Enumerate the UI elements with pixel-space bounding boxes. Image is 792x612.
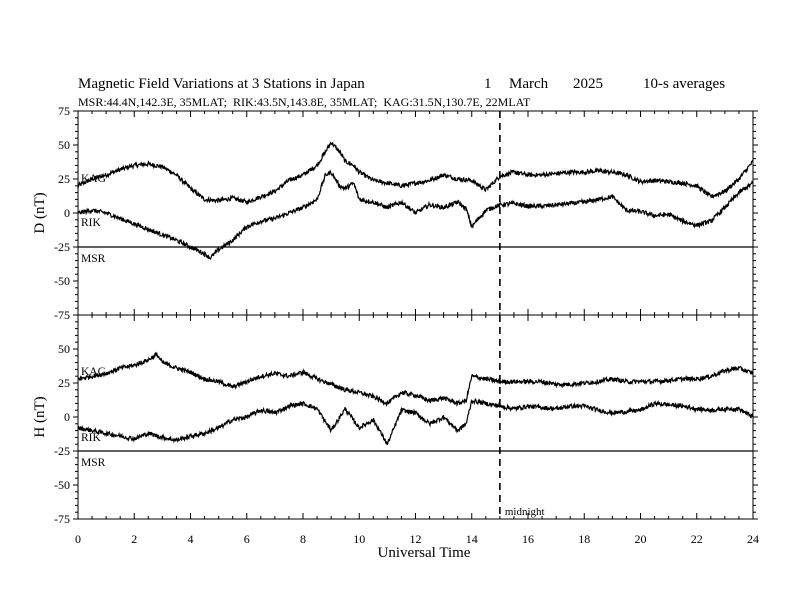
x-tick-label: 22 [691, 532, 703, 546]
date-month: March [509, 76, 549, 92]
series-kag [77, 141, 754, 205]
y-tick-label: 0 [64, 206, 70, 220]
y-tick-label: 75 [58, 104, 70, 118]
y-axis-label: H (nT) [32, 396, 48, 437]
y-tick-label: 25 [58, 172, 70, 186]
x-tick-label: 18 [578, 532, 590, 546]
x-tick-label: 10 [353, 532, 365, 546]
y-tick-label: -25 [54, 444, 70, 458]
x-tick-label: 0 [75, 532, 81, 546]
series-label-rik: RIK [81, 217, 102, 229]
x-axis-label: Universal Time [378, 545, 471, 561]
date-year: 2025 [573, 76, 603, 92]
x-tick-label: 20 [635, 532, 647, 546]
stations-subtitle: MSR:44.4N,142.3E, 35MLAT; RIK:43.5N,143.… [78, 95, 531, 109]
y-tick-label: -50 [54, 274, 70, 288]
x-tick-label: 12 [410, 532, 422, 546]
series-label-kag: KAG [81, 366, 106, 378]
series-label-rik: RIK [81, 432, 102, 444]
y-tick-label: -25 [54, 240, 70, 254]
y-tick-label: 50 [58, 342, 70, 356]
x-tick-label: 8 [300, 532, 306, 546]
x-tick-label: 24 [747, 532, 759, 546]
series-label-msr: MSR [81, 253, 106, 265]
x-tick-label: 14 [466, 532, 478, 546]
x-tick-label: 2 [131, 532, 137, 546]
panel-h: 50 25 0 -25 -50 -75 H (nT) KAG RIK MSR [32, 314, 758, 526]
panel-d: 75 50 25 0 -25 -50 -75 D (nT) KAG RIK MSR [32, 104, 758, 322]
x-tick-label: 4 [188, 532, 194, 546]
y-tick-label: -50 [54, 478, 70, 492]
series-kag [77, 351, 754, 408]
x-tick-label: 16 [522, 532, 534, 546]
y-tick-label: 25 [58, 376, 70, 390]
x-tick-label: 6 [244, 532, 250, 546]
plot-area: 75 50 25 0 -25 -50 -75 D (nT) KAG RIK MSR 50 25 0 -25 -… [32, 104, 759, 546]
y-tick-label: -75 [54, 512, 70, 526]
series-label-msr: MSR [81, 457, 106, 469]
panel-frame [77, 314, 754, 520]
y-axis-label: D (nT) [32, 192, 48, 233]
midnight-label: midnight [505, 506, 545, 518]
chart-title: Magnetic Field Variations at 3 Stations … [78, 76, 365, 92]
series-rik [77, 169, 754, 261]
y-tick-label: 0 [64, 410, 70, 424]
series-label-kag: KAG [81, 173, 106, 185]
y-tick-label: 50 [58, 138, 70, 152]
series-rik [77, 397, 754, 446]
averaging-label: 10-s averages [643, 76, 725, 92]
y-tick-label: -75 [54, 308, 70, 322]
date-day: 1 [484, 76, 492, 92]
